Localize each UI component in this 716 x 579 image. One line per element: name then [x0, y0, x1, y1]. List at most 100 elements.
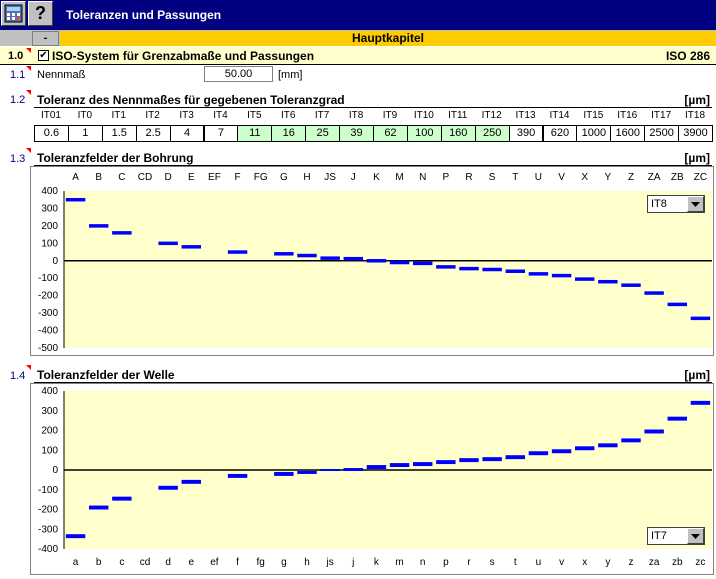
category-label: G [280, 172, 288, 183]
category-label: c [119, 557, 124, 568]
category-label: t [514, 557, 517, 568]
category-label: x [582, 557, 587, 568]
tolerance-bar [297, 253, 317, 258]
tolerance-bar [320, 469, 340, 472]
comment-marker-icon [26, 365, 31, 370]
tolerance-bar [158, 485, 178, 490]
category-label: JS [324, 172, 336, 183]
y-tick-label: 0 [52, 465, 58, 476]
category-label: n [420, 557, 426, 568]
unit-label: [µm] [684, 151, 710, 165]
y-tick-label: -100 [38, 273, 58, 284]
main-chapter-link[interactable]: Hauptkapitel [60, 31, 716, 46]
tolerance-bar [690, 316, 711, 321]
calculator-icon[interactable] [1, 1, 26, 26]
tolerance-bar [227, 473, 248, 478]
category-label: T [512, 172, 518, 183]
grade-header-it13: IT13 [515, 110, 536, 121]
tolerance-bar [551, 273, 572, 278]
tolerance-bar [65, 197, 86, 202]
grade-header-it5: IT5 [247, 110, 262, 121]
category-label: v [559, 557, 564, 568]
chevron-down-icon[interactable] [687, 528, 704, 544]
tolerance-bar [297, 470, 317, 474]
y-tick-label: -300 [38, 524, 58, 535]
chevron-down-icon[interactable] [687, 196, 704, 212]
hole-chart-svg: 400 300 200 100 0 -100 -200 -300 -400 -500 A B C CD D E… [38, 172, 712, 354]
grade-header-it12: IT12 [481, 110, 502, 121]
category-label: za [649, 557, 660, 568]
grade-header-it6: IT6 [281, 110, 296, 121]
category-label: F [235, 172, 241, 183]
unit-label: [µm] [684, 93, 710, 107]
tolerance-bar [389, 260, 410, 265]
grade-header-it9: IT9 [382, 110, 398, 121]
tolerance-bar [274, 471, 294, 476]
hole-grade-value: IT8 [651, 198, 667, 210]
grade-value-it5: 11 [237, 125, 273, 142]
section-1-0-row [0, 47, 716, 65]
category-label: b [96, 557, 102, 568]
tolerance-bar [181, 245, 202, 249]
grade-value-it6: 16 [271, 125, 307, 142]
comment-marker-icon [26, 48, 31, 53]
grade-header-it17: IT17 [651, 110, 672, 121]
category-label: K [373, 172, 380, 183]
tolerance-bar [436, 265, 456, 269]
tolerance-bar [366, 259, 387, 263]
grade-value-it18: 3900 [678, 125, 713, 142]
category-label: Z [628, 172, 634, 183]
tolerance-bar [621, 283, 641, 287]
category-label: A [72, 172, 79, 183]
unit-label: [mm] [278, 69, 303, 81]
category-label: B [95, 172, 102, 183]
divider [34, 165, 712, 166]
nominal-size-input[interactable]: 50.00 [204, 66, 273, 82]
comment-marker-icon [26, 66, 31, 71]
shaft-chart: 400 300 200 100 0 -100 -200 -300 -400 a b c cd d e ef f f… [30, 383, 714, 575]
y-tick-label: 200 [41, 426, 58, 437]
tolerance-bar [88, 224, 109, 228]
hole-grade-select[interactable]: IT8 [647, 195, 705, 213]
hole-chart-title: Toleranzfelder der Bohrung [37, 151, 194, 165]
category-label: R [465, 172, 472, 183]
tolerance-bar [412, 261, 433, 266]
section-number: 1.0 [8, 50, 24, 62]
grade-header-it15: IT15 [583, 110, 604, 121]
grade-value-it8: 39 [339, 125, 374, 142]
tolerance-bar [574, 277, 595, 281]
title-bar: ? Toleranzen und Passungen [0, 0, 716, 30]
category-label: H [303, 172, 310, 183]
grade-header-it18: IT18 [685, 110, 706, 121]
shaft-chart-svg: 400 300 200 100 0 -100 -200 -300 -400 a b c cd d e ef f f… [38, 386, 712, 568]
grade-value-it7: 25 [305, 125, 341, 142]
shaft-grade-select[interactable]: IT7 [647, 527, 705, 545]
tolerance-bar [412, 462, 433, 467]
hole-chart: 400 300 200 100 0 -100 -200 -300 -400 -500 A B C CD D E… [30, 166, 714, 356]
category-label: d [165, 557, 171, 568]
grade-value-it17: 2500 [644, 125, 680, 142]
category-label: a [73, 557, 79, 568]
category-label: P [443, 172, 450, 183]
tolerance-bar [112, 496, 132, 501]
grade-value-it9: 62 [373, 125, 408, 142]
category-label: z [629, 557, 634, 568]
y-tick-label: -400 [38, 544, 58, 555]
category-label: js [326, 557, 334, 568]
tolerance-bar [459, 266, 479, 271]
tolerance-bar [65, 534, 86, 539]
category-label: zc [695, 557, 705, 568]
grade-header-it10: IT10 [413, 110, 434, 121]
help-button[interactable]: ? [28, 1, 53, 26]
category-label: D [165, 172, 172, 183]
category-label: u [536, 557, 542, 568]
grade-header-it16: IT16 [617, 110, 638, 121]
category-label: fg [257, 557, 265, 568]
collapse-button[interactable]: - [32, 31, 59, 46]
category-label: X [581, 172, 588, 183]
category-label: U [535, 172, 542, 183]
grade-header-it0: IT0 [77, 110, 93, 121]
iso-checkbox[interactable]: ✔ [38, 50, 49, 61]
tolerance-bar [505, 269, 526, 273]
divider [34, 107, 712, 108]
